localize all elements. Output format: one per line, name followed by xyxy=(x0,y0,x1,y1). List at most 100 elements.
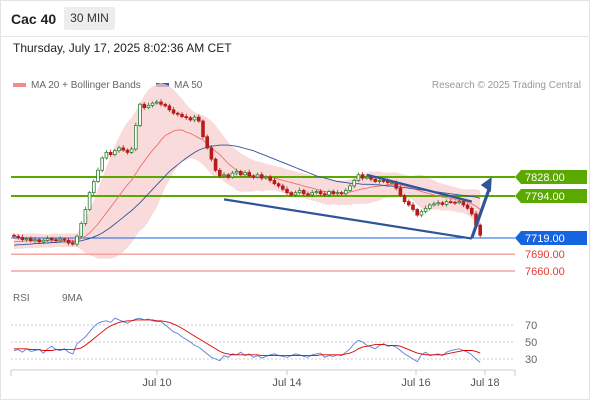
candle-body xyxy=(175,112,180,115)
candle-body xyxy=(108,151,113,156)
candle-body xyxy=(398,187,403,196)
legend-label-9ma: 9MA xyxy=(62,293,83,304)
candle-body xyxy=(213,158,218,171)
level-label-resistance: 7794.00 xyxy=(525,191,565,203)
candle-body xyxy=(343,190,348,195)
candle-body xyxy=(402,195,407,203)
candle-body xyxy=(41,239,46,243)
candle-body xyxy=(92,181,96,194)
candle-body xyxy=(121,147,126,151)
candle-body xyxy=(448,201,453,204)
chart-datetime: Thursday, July 17, 2025 8:02:36 AM CET xyxy=(13,41,232,55)
candle-body xyxy=(188,117,193,121)
bollinger-band-area xyxy=(14,83,481,259)
candle-body xyxy=(373,178,377,182)
candle-body xyxy=(234,171,239,174)
candle-body xyxy=(390,182,394,184)
x-tick-label: Jul 14 xyxy=(272,377,301,389)
candle-body xyxy=(276,183,281,187)
candle-body xyxy=(75,235,79,245)
candle-body xyxy=(335,192,340,195)
candle-body xyxy=(322,193,327,196)
research-credit: Research © 2025 Trading Central xyxy=(431,80,581,91)
candle-body xyxy=(12,234,16,237)
candle-body xyxy=(444,201,449,205)
candle-body xyxy=(255,174,260,178)
candle-body xyxy=(432,203,436,206)
candle-body xyxy=(196,116,201,122)
candle-body xyxy=(264,176,268,179)
candle-body xyxy=(272,179,277,185)
level-tag-resistance xyxy=(515,189,587,204)
legend-label-ma50: MA 50 xyxy=(174,80,203,91)
candle-body xyxy=(385,181,390,183)
candle-body xyxy=(436,202,440,205)
candle-body xyxy=(226,174,231,178)
legend-ma20-bollinger: MA 20 + Bollinger Bands xyxy=(13,80,141,91)
candle-body xyxy=(268,176,272,181)
candle-body xyxy=(171,109,176,114)
candle-body xyxy=(28,238,33,242)
candle-body xyxy=(461,201,466,206)
candle-body xyxy=(238,171,243,176)
candle-body xyxy=(251,175,256,178)
candle-body xyxy=(50,238,54,241)
candle-body xyxy=(83,209,88,224)
candle-body xyxy=(201,120,205,138)
level-label-support: 7660.00 xyxy=(525,266,565,278)
chart-header: Cac 40 30 MIN xyxy=(0,0,590,37)
candle-body xyxy=(37,239,41,243)
legend-9ma: 9MA xyxy=(62,293,83,304)
candle-body xyxy=(364,176,369,179)
candle-body xyxy=(205,136,210,149)
candle-body xyxy=(427,204,432,209)
candle-body xyxy=(133,125,138,150)
candle-body xyxy=(453,201,457,204)
candle-body xyxy=(285,188,289,194)
candle-body xyxy=(167,105,172,111)
candle-body xyxy=(301,190,306,195)
forecast-arrow-head xyxy=(480,177,492,192)
candle-body xyxy=(192,116,197,121)
candle-body xyxy=(318,191,323,195)
candle-body xyxy=(280,185,285,190)
timeframe-button[interactable]: 30 MIN xyxy=(64,7,115,30)
legend-label-ma20: MA 20 + Bollinger Bands xyxy=(31,80,141,91)
candle-body xyxy=(457,201,461,204)
candle-body xyxy=(150,102,155,106)
candle-body xyxy=(66,239,71,244)
candle-body xyxy=(465,204,470,209)
candle-body xyxy=(138,103,142,126)
candle-body xyxy=(478,224,482,236)
candle-body xyxy=(33,239,37,242)
candle-body xyxy=(377,179,382,182)
candle-body xyxy=(222,174,226,177)
candle-body xyxy=(96,169,100,182)
forecast-arrow-shaft xyxy=(470,186,492,239)
candle-body xyxy=(369,176,373,180)
candle-body xyxy=(16,235,20,238)
candle-body xyxy=(327,191,331,196)
candle-body xyxy=(259,174,264,179)
candle-body xyxy=(54,239,58,242)
candle-body xyxy=(415,209,419,216)
candle-body xyxy=(314,191,319,194)
candle-body xyxy=(71,242,75,245)
level-label-current: 7719.00 xyxy=(525,233,565,245)
candle-body xyxy=(293,192,298,196)
candle-body xyxy=(129,148,134,153)
candle-body xyxy=(209,147,214,160)
level-tag-current xyxy=(515,231,587,245)
x-tick-label: Jul 16 xyxy=(401,377,430,389)
candle-body xyxy=(125,149,130,153)
candle-body xyxy=(297,190,302,194)
rsi-tick-label: 30 xyxy=(525,354,537,366)
rsi-tick-label: 70 xyxy=(525,320,537,332)
legend-rsi: RSI xyxy=(13,293,30,304)
candle-body xyxy=(306,193,310,196)
candle-body xyxy=(230,172,235,178)
candle-body xyxy=(24,238,29,241)
candle-body xyxy=(356,174,361,181)
legend-swatch-ma20 xyxy=(13,83,26,88)
